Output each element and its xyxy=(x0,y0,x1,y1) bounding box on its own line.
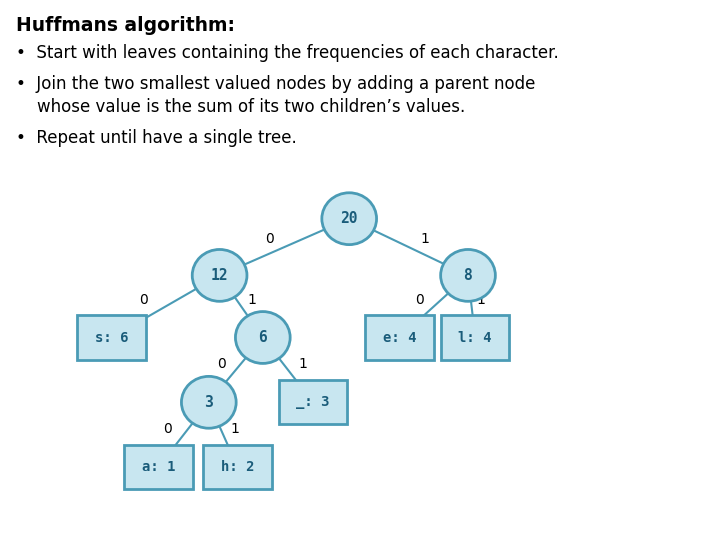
FancyBboxPatch shape xyxy=(279,380,348,424)
Text: 1: 1 xyxy=(230,422,239,436)
Text: 1: 1 xyxy=(420,232,429,246)
Text: _: 3: _: 3 xyxy=(297,395,330,409)
Text: 12: 12 xyxy=(211,268,228,283)
FancyBboxPatch shape xyxy=(78,315,145,360)
Text: h: 2: h: 2 xyxy=(221,460,254,474)
Text: 0: 0 xyxy=(163,422,171,436)
FancyBboxPatch shape xyxy=(124,445,192,489)
Text: 0: 0 xyxy=(415,293,424,307)
Text: a: 1: a: 1 xyxy=(142,460,175,474)
Text: 6: 6 xyxy=(258,330,267,345)
Text: •  Join the two smallest valued nodes by adding a parent node: • Join the two smallest valued nodes by … xyxy=(16,75,535,92)
Text: 1: 1 xyxy=(477,293,485,307)
Ellipse shape xyxy=(441,249,495,301)
Text: 20: 20 xyxy=(341,211,358,226)
Text: 1: 1 xyxy=(298,357,307,372)
Text: Huffmans algorithm:: Huffmans algorithm: xyxy=(16,16,235,35)
FancyBboxPatch shape xyxy=(204,445,272,489)
Text: 0: 0 xyxy=(217,357,226,372)
Ellipse shape xyxy=(235,312,290,363)
Text: 0: 0 xyxy=(140,293,148,307)
Ellipse shape xyxy=(192,249,247,301)
Ellipse shape xyxy=(181,376,236,428)
Text: 8: 8 xyxy=(464,268,472,283)
Text: 3: 3 xyxy=(204,395,213,410)
Ellipse shape xyxy=(322,193,377,245)
Text: l: 4: l: 4 xyxy=(459,330,492,345)
Text: 1: 1 xyxy=(248,293,256,307)
Text: e: 4: e: 4 xyxy=(383,330,416,345)
Text: whose value is the sum of its two children’s values.: whose value is the sum of its two childr… xyxy=(16,98,465,116)
Text: s: 6: s: 6 xyxy=(95,330,128,345)
Text: 0: 0 xyxy=(266,232,274,246)
FancyBboxPatch shape xyxy=(366,315,433,360)
Text: •  Start with leaves containing the frequencies of each character.: • Start with leaves containing the frequ… xyxy=(16,44,559,62)
Text: •  Repeat until have a single tree.: • Repeat until have a single tree. xyxy=(16,129,297,146)
FancyBboxPatch shape xyxy=(441,315,510,360)
